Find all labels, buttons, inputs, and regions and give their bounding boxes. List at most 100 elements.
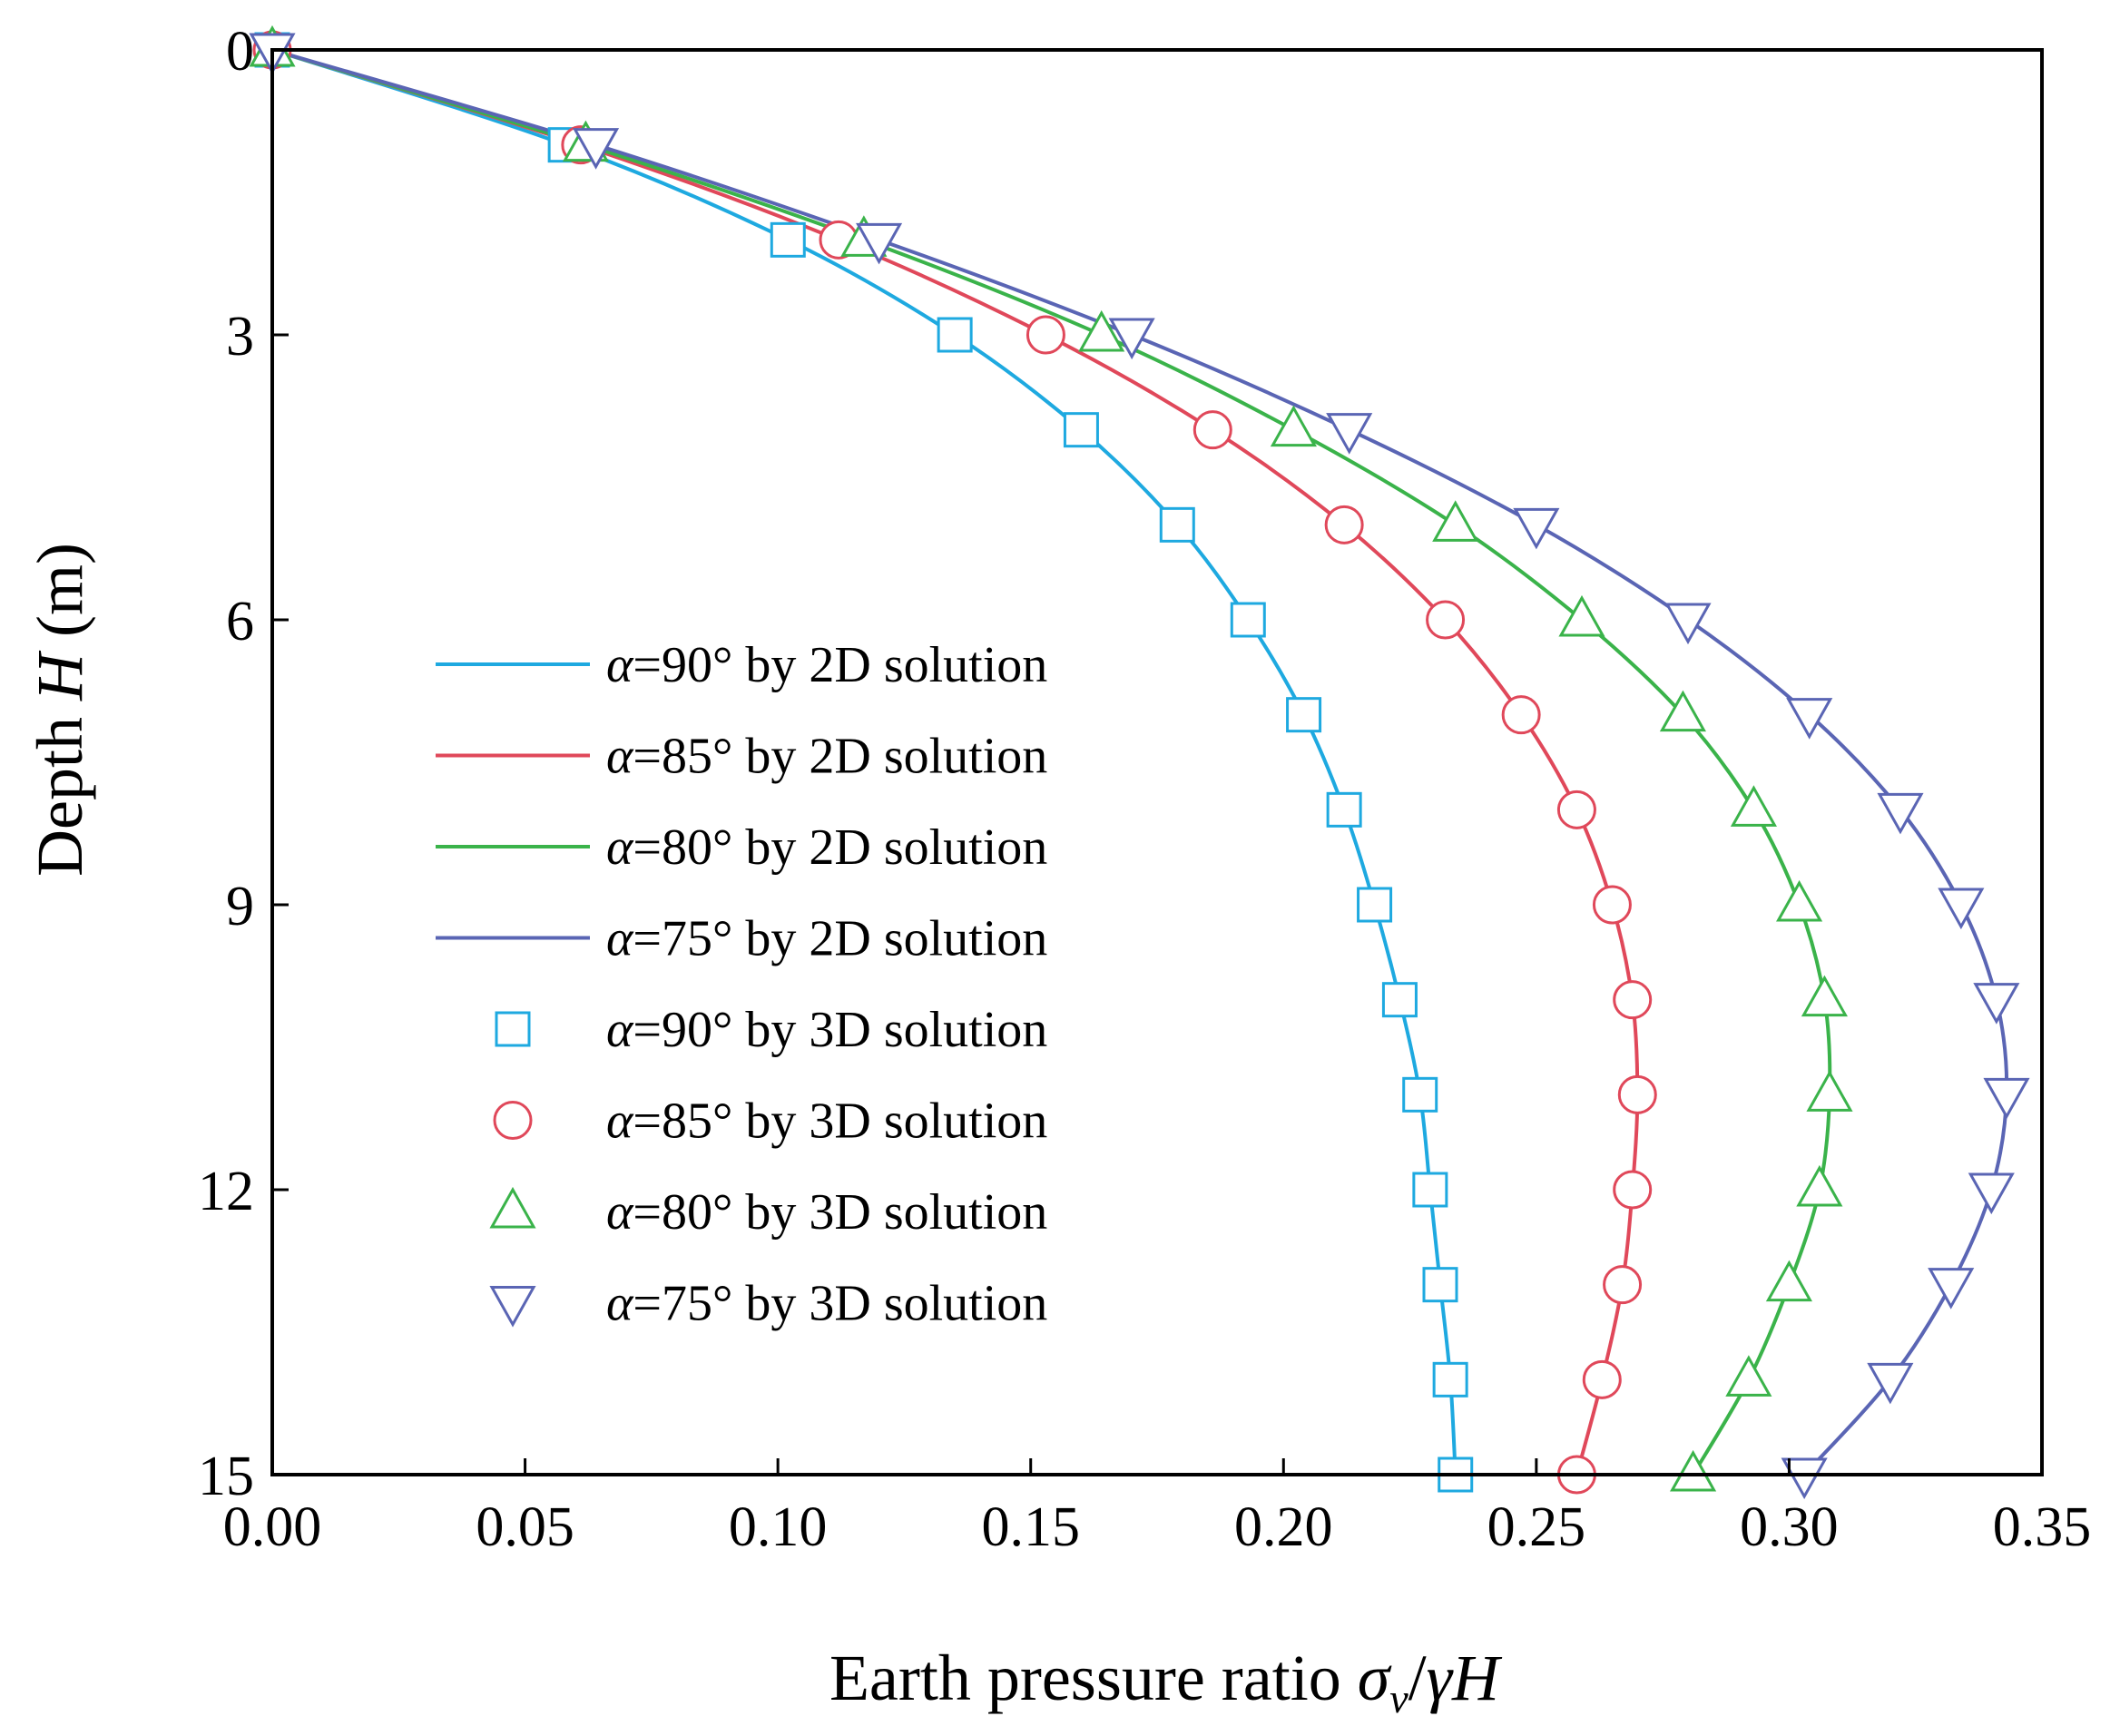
x-tick-label: 0.05: [476, 1496, 574, 1558]
series-6-point: [1432, 500, 1479, 542]
legend-label: α=80° by 3D solution: [606, 1184, 1047, 1241]
series-5-point: [1556, 790, 1596, 829]
legend-marker-swatch: [489, 1286, 536, 1328]
legend-entry: α=85° by 3D solution: [493, 1094, 1047, 1150]
x-tick-label: 0.25: [1487, 1496, 1586, 1558]
x-tick-label: 0.15: [981, 1496, 1080, 1558]
series-7-point: [856, 222, 903, 265]
series-4-point: [1063, 412, 1099, 448]
series-5-point: [1192, 410, 1232, 450]
series-7-point: [1781, 1457, 1828, 1500]
series-4-point: [1402, 1076, 1438, 1113]
legend-entry: α=80° by 2D solution: [436, 819, 1047, 876]
legend-entry: α=90° by 3D solution: [495, 1002, 1047, 1058]
x-axis-title-slash: /: [1408, 1642, 1427, 1714]
series-6-point: [1670, 1449, 1717, 1492]
x-tick-label: 0.20: [1234, 1496, 1333, 1558]
series-7-point: [1938, 888, 1985, 930]
series-6-point: [1806, 1070, 1853, 1112]
series-5-point: [1426, 600, 1466, 640]
legend-label: α=85° by 3D solution: [606, 1094, 1047, 1150]
series-5-point: [1613, 1170, 1653, 1210]
legend-marker-swatch: [495, 1011, 531, 1047]
series-6-point: [1659, 690, 1706, 732]
series-5-point: [1592, 885, 1632, 925]
series-5-point: [1617, 1074, 1657, 1114]
y-axis-title: Depth H (m): [24, 543, 96, 877]
series-4-point: [1326, 791, 1362, 828]
x-tick-label: 0.00: [223, 1496, 322, 1558]
x-tick-label: 0.10: [729, 1496, 828, 1558]
series-6-point: [1270, 405, 1317, 447]
series-5-point: [1603, 1265, 1643, 1305]
series-4-point: [1159, 506, 1195, 543]
series-4-point: [770, 221, 806, 258]
legend-label: α=75° by 2D solution: [606, 911, 1047, 967]
series-4-point: [1357, 887, 1393, 923]
series-7-point: [1786, 698, 1833, 740]
series-4-point: [1422, 1267, 1458, 1303]
series-5-point: [1324, 505, 1364, 544]
series-7-point: [1973, 983, 2020, 1025]
series-6-point: [1796, 1164, 1843, 1207]
legend-label: α=85° by 2D solution: [606, 729, 1047, 785]
y-tick-label: 6: [226, 591, 254, 652]
legend-label: α=90° by 2D solution: [606, 637, 1047, 693]
series-6-point: [1776, 879, 1823, 922]
y-tick-label: 12: [198, 1161, 254, 1222]
series-5-point: [1026, 315, 1065, 355]
series-7-point: [1877, 792, 1924, 835]
legend-label: α=90° by 3D solution: [606, 1002, 1047, 1058]
series-6-point: [1801, 975, 1848, 1017]
y-tick-label: 0: [226, 21, 254, 83]
series-6-point: [1078, 309, 1125, 352]
series-line-3: [271, 48, 2009, 1476]
legend-entry: α=80° by 3D solution: [489, 1184, 1047, 1241]
legend: α=90° by 2D solution α=85° by 2D solution…: [436, 637, 1047, 1332]
y-tick-label: 3: [226, 306, 254, 368]
x-axis-title: Earth pressure ratio σv/γH: [829, 1642, 1503, 1721]
series-5-point: [1501, 695, 1541, 735]
plot-frame: [270, 48, 2044, 1476]
y-axis-title-prefix: Depth: [24, 701, 96, 877]
series-7-point: [1968, 1172, 2015, 1215]
legend-entry: α=85° by 2D solution: [436, 729, 1047, 785]
series-4-point: [937, 317, 973, 353]
legend-label: α=80° by 2D solution: [606, 819, 1047, 876]
series-4-point: [1286, 697, 1322, 733]
series-7-point: [1326, 413, 1373, 455]
series-7-point: [1983, 1077, 2030, 1120]
x-axis-title-subscript: v: [1389, 1675, 1408, 1721]
series-4-point: [1381, 982, 1418, 1018]
y-axis-title-suffix: (m): [24, 543, 96, 653]
y-tick-label: 9: [226, 876, 254, 937]
x-axis-title-gamma: γ: [1427, 1642, 1454, 1714]
x-tick-label: 0.35: [1993, 1496, 2092, 1558]
series-6-point: [1765, 1260, 1812, 1302]
series-4-point: [1230, 602, 1266, 638]
legend-label: α=75° by 3D solution: [606, 1276, 1047, 1332]
series-line-2: [271, 48, 1832, 1476]
series-5-point: [1613, 980, 1653, 1020]
series-7-point: [1664, 603, 1712, 645]
series-4-point: [1412, 1172, 1448, 1208]
series-4-point: [1432, 1361, 1468, 1398]
legend-entry: α=75° by 2D solution: [436, 911, 1047, 967]
legend-marker-swatch: [489, 1186, 536, 1229]
y-tick-label: 15: [198, 1446, 254, 1507]
series-5-point: [1582, 1359, 1622, 1399]
x-axis-title-text: Earth pressure ratio: [829, 1642, 1341, 1714]
legend-entry: α=75° by 3D solution: [489, 1276, 1047, 1332]
x-tick-label: 0.30: [1740, 1496, 1839, 1558]
x-axis-title-sigma: σ: [1358, 1642, 1392, 1714]
legend-marker-swatch: [493, 1101, 533, 1140]
series-6-point: [1558, 594, 1605, 637]
series-7-point: [573, 128, 620, 170]
y-axis-title-var: H: [24, 650, 96, 701]
legend-entry: α=90° by 2D solution: [436, 637, 1047, 693]
series-7-point: [1108, 318, 1155, 360]
axes-layer: 0.00 0.05 0.10 0.15 0.20 0.25 0.30 0.35 0 3 6 9 12 15: [198, 21, 2091, 1558]
series-6-point: [1730, 785, 1777, 827]
x-axis-title-H: H: [1451, 1642, 1503, 1714]
